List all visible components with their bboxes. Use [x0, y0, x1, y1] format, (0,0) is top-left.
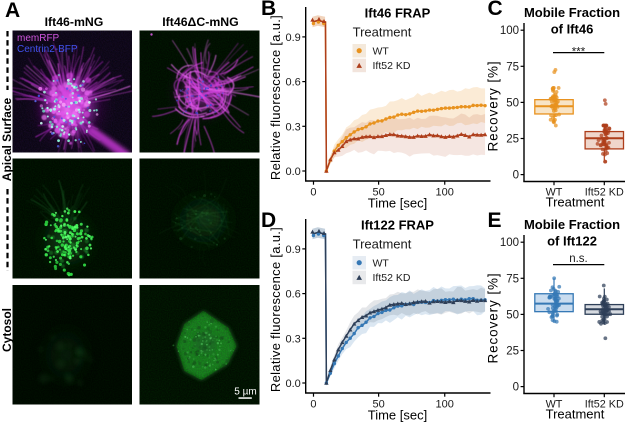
svg-text:100: 100 — [436, 187, 454, 199]
svg-text:WT: WT — [373, 257, 390, 269]
svg-text:Time [sec]: Time [sec] — [368, 408, 427, 423]
svg-text:***: *** — [572, 47, 586, 59]
svg-text:Ift46-mNG: Ift46-mNG — [45, 15, 104, 29]
svg-text:memRFP: memRFP — [17, 33, 60, 44]
svg-text:25: 25 — [506, 134, 519, 146]
svg-text:50: 50 — [506, 97, 519, 109]
svg-text:Ift52 KD: Ift52 KD — [585, 399, 624, 411]
svg-text:B: B — [261, 0, 276, 20]
svg-text:WT: WT — [546, 399, 563, 411]
svg-text:of Ift122: of Ift122 — [547, 234, 597, 249]
svg-text:75: 75 — [506, 61, 519, 73]
svg-text:0.3: 0.3 — [286, 121, 301, 133]
svg-text:Ift46ΔC-mNG: Ift46ΔC-mNG — [162, 15, 238, 29]
svg-text:Apical Surface: Apical Surface — [0, 97, 14, 181]
svg-text:Time [sec]: Time [sec] — [368, 196, 427, 211]
svg-text:0.9: 0.9 — [286, 32, 301, 44]
svg-text:Mobile Fraction: Mobile Fraction — [524, 5, 620, 20]
svg-text:100: 100 — [500, 25, 519, 37]
svg-text:100: 100 — [436, 399, 454, 411]
svg-text:25: 25 — [506, 346, 519, 358]
svg-text:0: 0 — [513, 382, 519, 394]
svg-text:Treatment: Treatment — [546, 407, 605, 422]
svg-text:Treatment: Treatment — [546, 195, 605, 210]
svg-text:0.0: 0.0 — [286, 166, 301, 178]
svg-text:0: 0 — [513, 170, 519, 182]
svg-text:0: 0 — [310, 187, 316, 199]
svg-text:WT: WT — [546, 187, 563, 199]
svg-text:Ift46 FRAP: Ift46 FRAP — [365, 6, 431, 21]
svg-text:E: E — [488, 209, 502, 232]
svg-text:Ift52 KD: Ift52 KD — [585, 187, 624, 199]
svg-text:5 µm: 5 µm — [234, 387, 256, 398]
svg-text:Recovery [%]: Recovery [%] — [486, 60, 501, 151]
svg-text:of Ift46: of Ift46 — [551, 22, 594, 37]
svg-text:0.6: 0.6 — [286, 77, 301, 89]
svg-text:100: 100 — [500, 237, 519, 249]
svg-text:Recovery [%]: Recovery [%] — [486, 272, 501, 363]
svg-text:50: 50 — [506, 309, 519, 321]
svg-text:Relative fluorescence [a.u.]: Relative fluorescence [a.u.] — [268, 227, 283, 392]
svg-text:Centrin2-BFP: Centrin2-BFP — [17, 44, 78, 55]
svg-text:75: 75 — [506, 273, 519, 285]
svg-text:50: 50 — [372, 187, 384, 199]
svg-text:Ift122 FRAP: Ift122 FRAP — [361, 218, 434, 233]
svg-text:Ift52 KD: Ift52 KD — [373, 272, 411, 284]
svg-text:0.3: 0.3 — [286, 333, 301, 345]
svg-text:Treatment: Treatment — [353, 237, 412, 252]
svg-text:50: 50 — [372, 399, 384, 411]
svg-text:n.s.: n.s. — [569, 253, 588, 265]
svg-text:Cytosol: Cytosol — [0, 308, 14, 352]
svg-text:C: C — [488, 0, 503, 20]
svg-text:0.0: 0.0 — [286, 378, 301, 390]
svg-text:WT: WT — [373, 45, 390, 57]
svg-text:0.9: 0.9 — [286, 244, 301, 256]
svg-text:Treatment: Treatment — [353, 25, 412, 40]
svg-text:Mobile Fraction: Mobile Fraction — [524, 217, 620, 232]
svg-text:Relative fluorescence [a.u.]: Relative fluorescence [a.u.] — [268, 15, 283, 180]
svg-text:Ift52 KD: Ift52 KD — [373, 60, 411, 72]
svg-text:A: A — [5, 0, 20, 22]
svg-text:0: 0 — [310, 399, 316, 411]
svg-text:0.6: 0.6 — [286, 289, 301, 301]
svg-text:D: D — [261, 209, 276, 232]
